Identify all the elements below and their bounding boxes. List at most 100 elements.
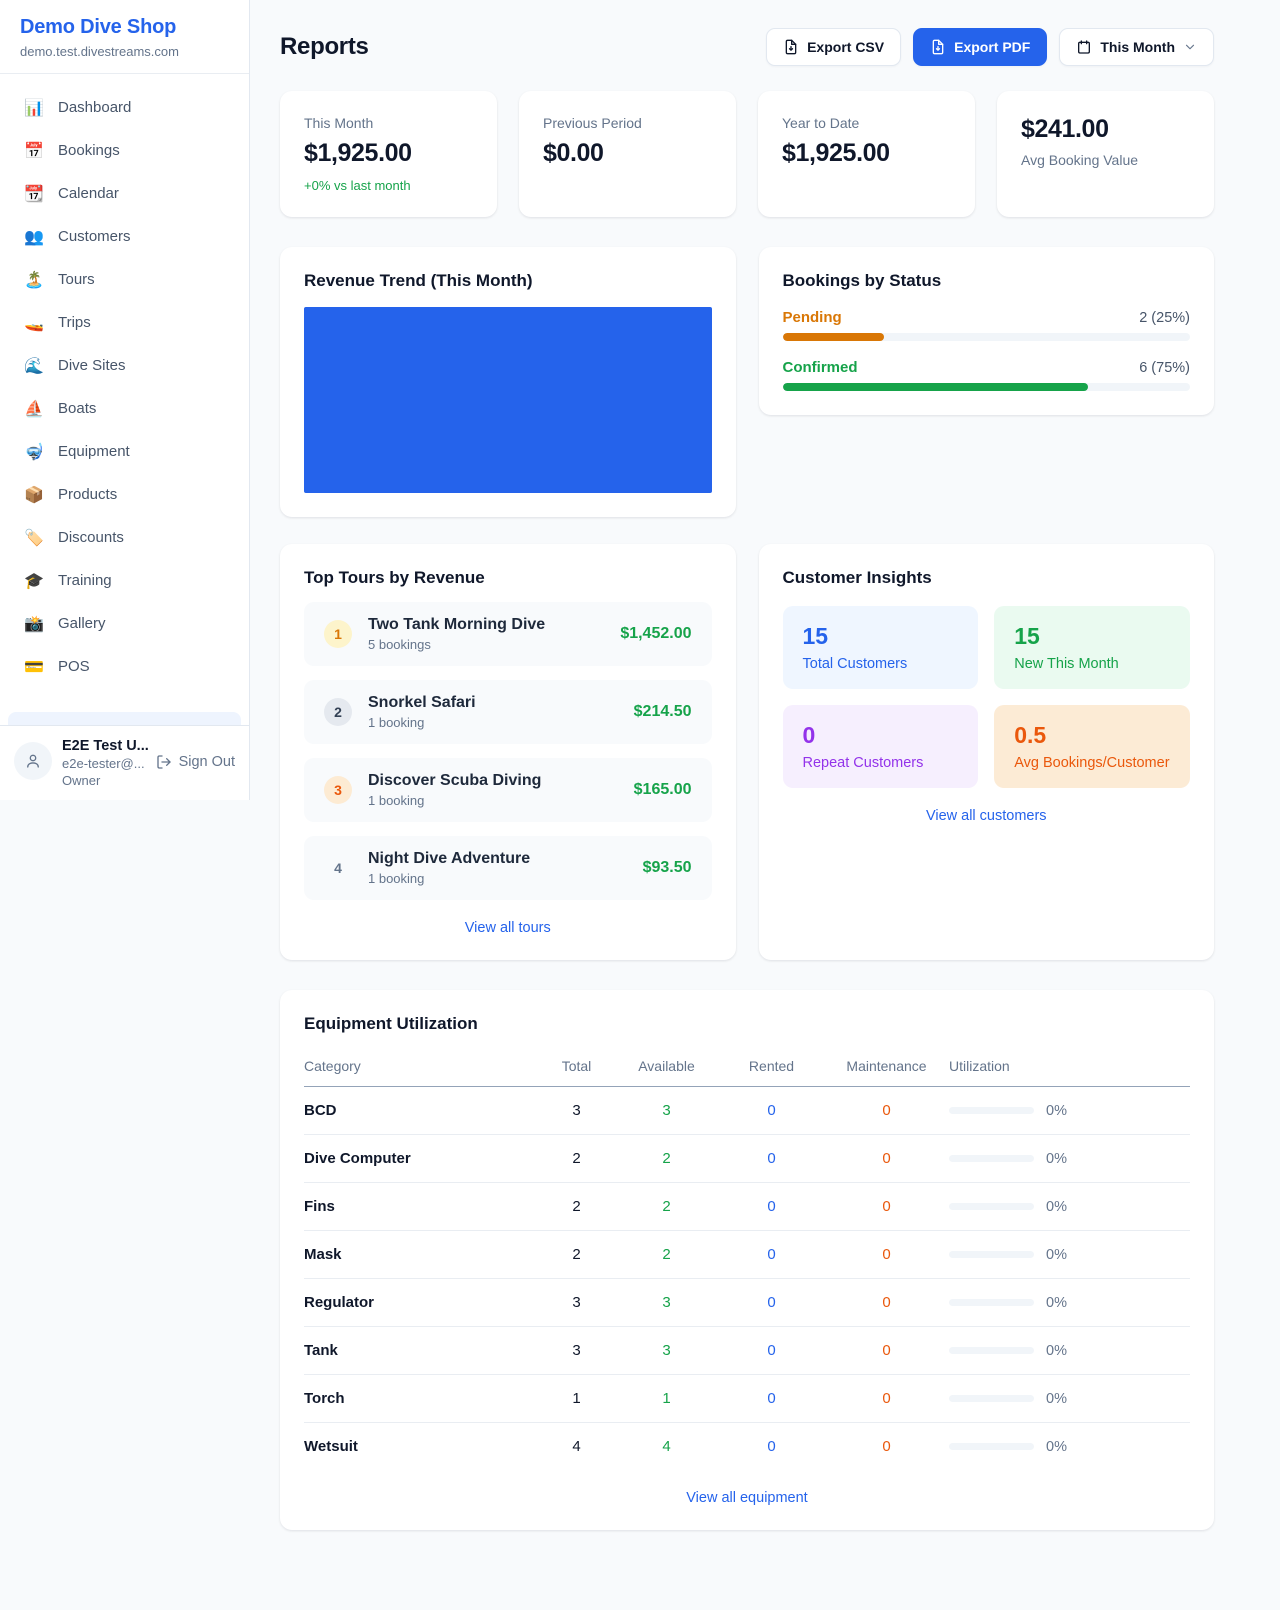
tour-bookings: 5 bookings — [368, 637, 431, 652]
status-count: 2 (25%) — [1139, 310, 1190, 326]
sidebar-item-trips[interactable]: 🚤 Trips — [8, 301, 241, 344]
equipment-rented: 0 — [719, 1374, 824, 1423]
stat-label: Year to Date — [782, 115, 860, 131]
camera-flash-icon: 📸 — [24, 615, 44, 633]
stat-label: This Month — [304, 115, 374, 131]
tour-info: Discover Scuba Diving 1 booking — [368, 772, 618, 808]
brand-domain: demo.test.divestreams.com — [20, 44, 179, 59]
equipment-total: 2 — [539, 1182, 614, 1231]
person-icon — [27, 754, 39, 768]
utilization-percent: 0% — [1046, 1246, 1067, 1263]
view-all-equipment-link[interactable]: View all equipment — [686, 1490, 808, 1506]
utilization-cell: 0% — [949, 1343, 1190, 1359]
sidebar-item-gallery[interactable]: 📸 Gallery — [8, 602, 241, 645]
equipment-column-header: Maintenance — [824, 1048, 949, 1087]
utilization-bar — [949, 1443, 1034, 1450]
sidebar-item-reports-active-partial[interactable] — [8, 712, 241, 725]
equipment-rented: 0 — [767, 1438, 776, 1455]
equipment-maintenance: 0 — [824, 1278, 949, 1327]
main-content: Reports Export CSV Export PDF This Month… — [250, 0, 1280, 1600]
equipment-available: 3 — [614, 1086, 719, 1135]
tour-rows: 1 Two Tank Morning Dive 5 bookings $1,452.0… — [304, 602, 712, 900]
sidebar-item-label: Boats — [58, 400, 97, 417]
equipment-table: Category Total Available Rented Maintenance U… — [304, 1048, 1190, 1470]
sidebar-item-customers[interactable]: 👥 Customers — [8, 215, 241, 258]
sidebar-item-pos[interactable]: 💳 POS — [8, 645, 241, 688]
insight-value: 0 — [802, 722, 816, 748]
equipment-total: 3 — [539, 1086, 614, 1135]
sidebar-item-dashboard[interactable]: 📊 Dashboard — [8, 86, 241, 129]
utilization-cell: 0% — [949, 1439, 1190, 1455]
table-row: Mask 2 2 0 0 0% — [304, 1230, 1190, 1279]
utilization-percent: 0% — [1046, 1198, 1067, 1215]
brand: Demo Dive Shop demo.test.divestreams.com — [0, 0, 249, 74]
utilization-percent: 0% — [1046, 1102, 1067, 1119]
export-pdf-button[interactable]: Export PDF — [913, 28, 1048, 66]
sidebar-item-boats[interactable]: ⛵ Boats — [8, 387, 241, 430]
stat-card: $241.00 Avg Booking Value — [997, 91, 1214, 217]
equipment-available: 3 — [614, 1278, 719, 1327]
equipment-category: Regulator — [304, 1278, 539, 1327]
sidebar-item-label: Discounts — [58, 529, 124, 546]
bookings-status-card: Bookings by Status Pending 2 (25%) Confirm… — [758, 247, 1214, 415]
sidebar-item-label: Training — [58, 572, 112, 589]
sidebar-item-label: Dive Sites — [58, 357, 126, 374]
insight-label: Avg Bookings/Customer — [1014, 755, 1170, 771]
stat-card: This Month $1,925.00 +0% vs last month — [280, 91, 497, 217]
tour-revenue: $93.50 — [642, 859, 692, 876]
sidebar-nav: 📊 Dashboard 📅 Bookings 📆 Calendar 👥 Customers 🏝️… — [0, 74, 249, 712]
equipment-maintenance: 0 — [824, 1230, 949, 1279]
utilization-bar — [949, 1347, 1034, 1354]
sidebar-item-tours[interactable]: 🏝️ Tours — [8, 258, 241, 301]
tour-info: Night Dive Adventure 1 booking — [368, 850, 627, 886]
tour-row: 3 Discover Scuba Diving 1 booking $165.00 — [304, 758, 712, 822]
sidebar-item-label: Bookings — [58, 142, 120, 159]
insight-label: Total Customers — [802, 656, 908, 672]
sign-out-button[interactable]: Sign Out — [156, 754, 235, 770]
sidebar-item-discounts[interactable]: 🏷️ Discounts — [8, 516, 241, 559]
period-dropdown[interactable]: This Month — [1059, 28, 1214, 66]
calendar-date-icon: 📅 — [24, 142, 44, 160]
equipment-rented: 0 — [719, 1134, 824, 1183]
tour-name: Snorkel Safari — [368, 694, 476, 711]
status-label: Confirmed — [782, 359, 858, 376]
sidebar-item-bookings[interactable]: 📅 Bookings — [8, 129, 241, 172]
customer-insights-card: Customer Insights 15 Total Customers 15 New… — [758, 544, 1214, 960]
sidebar-item-calendar[interactable]: 📆 Calendar — [8, 172, 241, 215]
equipment-available: 2 — [614, 1134, 719, 1183]
insight-tile: 15 New This Month — [994, 606, 1190, 689]
rank-badge: 3 — [324, 776, 352, 804]
tour-name: Night Dive Adventure — [368, 850, 531, 867]
tour-bookings: 1 booking — [368, 793, 425, 808]
user-name: E2E Test U... — [62, 738, 149, 754]
view-all-tours-link[interactable]: View all tours — [464, 920, 551, 936]
stat-value: $1,925.00 — [782, 139, 890, 167]
equipment-column-header: Category — [304, 1048, 539, 1087]
equipment-total: 2 — [539, 1230, 614, 1279]
equipment-column-header: Rented — [719, 1048, 824, 1087]
header-actions: Export CSV Export PDF This Month — [766, 28, 1214, 66]
sidebar-item-label: Trips — [58, 314, 91, 331]
insight-value: 15 — [802, 623, 829, 649]
sidebar-item-dive-sites[interactable]: 🌊 Dive Sites — [8, 344, 241, 387]
insight-label: New This Month — [1014, 656, 1119, 672]
insight-tiles: 15 Total Customers 15 New This Month 0 Repeat… — [782, 606, 1190, 788]
sidebar-item-products[interactable]: 📦 Products — [8, 473, 241, 516]
table-row: Dive Computer 2 2 0 0 0% — [304, 1134, 1190, 1183]
view-all-customers-link[interactable]: View all customers — [925, 808, 1047, 824]
status-row: Pending 2 (25%) — [782, 309, 1190, 341]
period-label: This Month — [1100, 39, 1175, 55]
equipment-rented: 0 — [719, 1182, 824, 1231]
sidebar-item-equipment[interactable]: 🤿 Equipment — [8, 430, 241, 473]
status-progress-fill — [782, 333, 885, 341]
sidebar-item-label: Products — [58, 486, 118, 503]
user-meta: E2E Test U... e2e-tester@... Owner — [62, 738, 149, 788]
stat-value: $0.00 — [543, 139, 604, 167]
sidebar-item-training[interactable]: 🎓 Training — [8, 559, 241, 602]
utilization-percent: 0% — [1046, 1342, 1067, 1359]
equipment-rented: 0 — [719, 1086, 824, 1135]
insight-tile: 0 Repeat Customers — [782, 705, 979, 788]
user-email: e2e-tester@... — [62, 756, 145, 771]
export-csv-button[interactable]: Export CSV — [766, 28, 902, 66]
sidebar-item-label: Gallery — [58, 615, 106, 632]
